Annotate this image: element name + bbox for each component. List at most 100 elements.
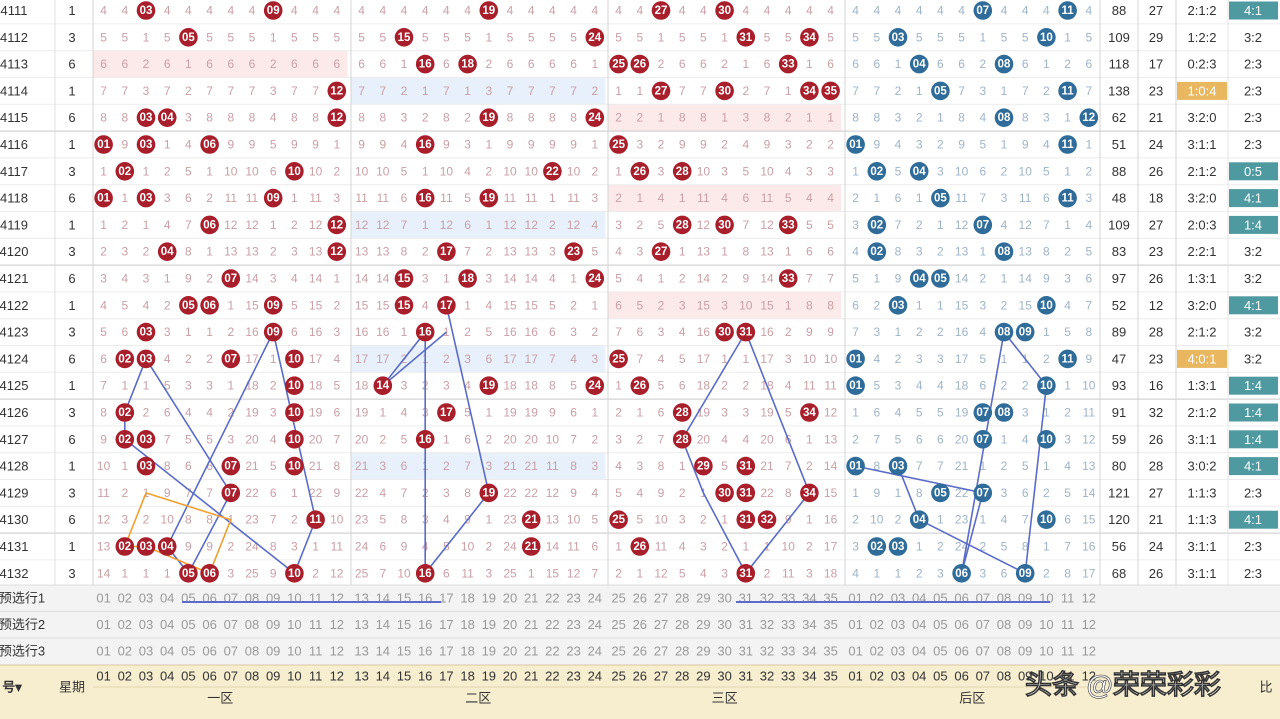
omission-value: 2 — [227, 325, 234, 339]
svg-text:24: 24 — [588, 112, 601, 124]
svg-text:01: 01 — [849, 380, 862, 392]
omission-value: 5 — [1085, 245, 1092, 259]
omission-value: 10 — [782, 540, 796, 554]
omission-value: 4 — [443, 4, 450, 18]
omission-value: 4 — [185, 406, 192, 420]
omission-value: 2 — [143, 513, 150, 527]
svg-text:06: 06 — [203, 568, 216, 580]
omission-value: 7 — [852, 325, 859, 339]
preselect-number: 21 — [524, 617, 538, 632]
omission-value: 15 — [1082, 513, 1096, 527]
weekday-value: 1 — [68, 137, 75, 152]
preselect-row-label: 预选行3 — [0, 644, 45, 659]
omission-value: 12 — [760, 218, 774, 232]
preselect-number: 03 — [891, 644, 905, 659]
front-ball: 17 — [437, 296, 456, 315]
issue-label: 4125 — [0, 378, 28, 393]
omission-value: 1 — [742, 540, 749, 554]
issue-label: 4120 — [0, 244, 28, 259]
omission-value: 8 — [1064, 566, 1071, 580]
svg-text:19: 19 — [482, 380, 495, 392]
issue-label: 4111 — [1, 3, 28, 18]
front-ball: 10 — [285, 349, 304, 369]
omission-value: 8 — [185, 513, 192, 527]
preselect-number: 05 — [181, 644, 195, 659]
omission-value: 9 — [121, 138, 128, 152]
front-ball: 10 — [285, 162, 304, 181]
weekday-value: 1 — [68, 459, 75, 474]
omission-value: 2 — [401, 84, 408, 98]
preselect-number: 20 — [503, 617, 517, 632]
span-value: 24 — [1149, 137, 1163, 152]
omission-value: 4 — [785, 164, 792, 178]
omission-value: 7 — [873, 432, 880, 446]
back-ball: 02 — [867, 242, 887, 261]
preselect-number: 05 — [181, 617, 195, 632]
omission-value: 1 — [270, 30, 277, 44]
preselect-number: 26 — [633, 591, 647, 606]
footer-number: 03 — [891, 669, 905, 684]
omission-value: 2 — [742, 84, 749, 98]
front-ball: 31 — [736, 456, 756, 476]
span-value: 16 — [1149, 378, 1163, 393]
omission-value: 1 — [143, 30, 150, 44]
omission-value: 5 — [852, 30, 859, 44]
omission-value: 5 — [291, 30, 298, 44]
weekday-value: 1 — [68, 378, 75, 393]
front-ball: 12 — [327, 108, 347, 127]
preselect-number: 06 — [202, 644, 216, 659]
omission-value: 12 — [525, 218, 539, 232]
preselect-number: 01 — [848, 617, 862, 632]
omission-value: 6 — [700, 57, 707, 71]
omission-value: 1 — [937, 298, 944, 312]
omission-value: 10 — [567, 513, 581, 527]
omission-value: 3 — [591, 191, 598, 205]
svg-text:03: 03 — [892, 32, 905, 44]
ratio-a-value: 1:3:1 — [1188, 378, 1217, 393]
back-ball: 04 — [909, 510, 929, 529]
omission-value: 2 — [852, 191, 859, 205]
svg-text:17: 17 — [440, 407, 453, 419]
svg-text:10: 10 — [288, 407, 301, 419]
omission-value: 1 — [291, 486, 298, 500]
omission-value: 1 — [1064, 379, 1071, 393]
preselect-number: 30 — [717, 617, 731, 632]
omission-value: 2 — [164, 298, 171, 312]
omission-value: 6 — [291, 57, 298, 71]
preselect-number: 03 — [139, 617, 153, 632]
omission-value: 9 — [742, 272, 749, 286]
omission-value: 7 — [333, 432, 340, 446]
omission-value: 4 — [143, 298, 150, 312]
back-ball: 11 — [1058, 135, 1077, 154]
svg-text:06: 06 — [203, 219, 216, 231]
omission-value: 5 — [312, 30, 319, 44]
footer-number: 31 — [739, 669, 753, 684]
front-ball: 32 — [757, 510, 777, 529]
omission-value: 1 — [1064, 218, 1071, 232]
preselect-rows[interactable] — [0, 584, 1280, 665]
weekday-value: 6 — [68, 432, 75, 447]
omission-value: 2 — [143, 245, 150, 259]
omission-value: 4 — [742, 4, 749, 18]
preselect-number: 21 — [524, 644, 538, 659]
omission-value: 17 — [503, 352, 517, 366]
front-ball: 01 — [94, 188, 113, 208]
footer-number: 25 — [611, 669, 625, 684]
preselect-number: 13 — [354, 617, 368, 632]
omission-value: 19 — [760, 406, 774, 420]
omission-value: 16 — [525, 325, 539, 339]
omission-value: 5 — [1043, 164, 1050, 178]
back-ball: 03 — [888, 456, 908, 476]
omission-value: 4 — [379, 486, 386, 500]
omission-value: 9 — [764, 138, 771, 152]
front-ball: 12 — [327, 242, 347, 261]
omission-value: 1 — [227, 298, 234, 312]
footer-number: 05 — [181, 669, 195, 684]
omission-value: 15 — [546, 566, 560, 580]
omission-value: 4 — [185, 138, 192, 152]
omission-value: 6 — [333, 406, 340, 420]
omission-value: 4 — [979, 325, 986, 339]
omission-value: 5 — [100, 30, 107, 44]
omission-value: 5 — [464, 191, 471, 205]
omission-value: 9 — [443, 138, 450, 152]
